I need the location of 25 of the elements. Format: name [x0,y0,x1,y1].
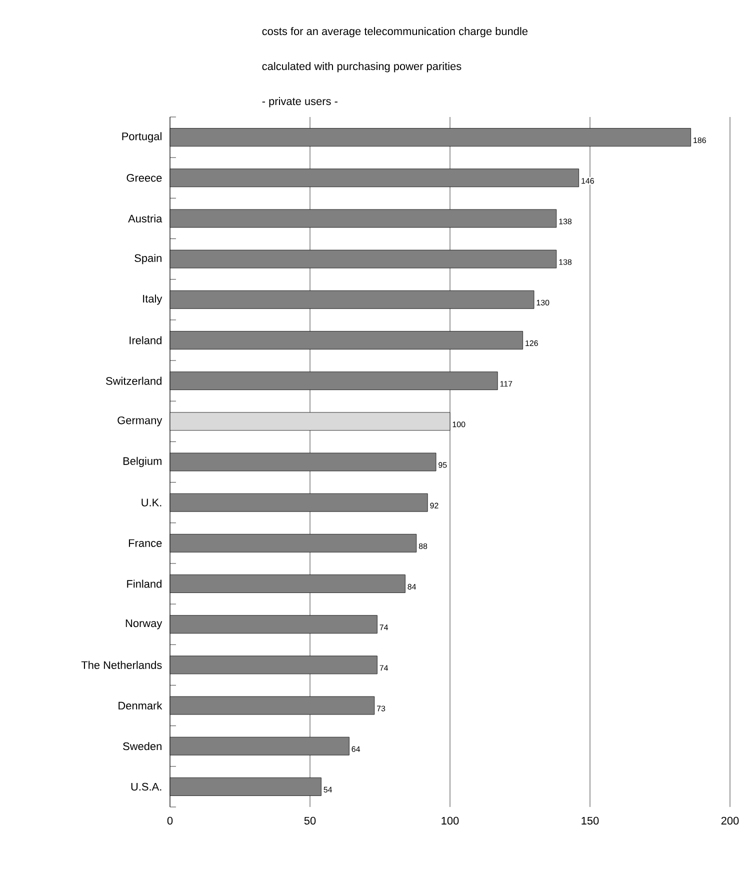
x-tick-label: 50 [304,816,316,825]
x-tick-label: 150 [582,816,599,825]
y-tick-label: Ireland [130,336,162,344]
chart-title: costs for an average telecommunication charge bundle [262,27,528,38]
y-tick-label: U.K. [142,498,162,506]
x-tick-label: 200 [721,816,739,825]
y-tick-label: Portugal [122,132,162,142]
y-tick-label: Germany [118,416,162,426]
y-tick-label: Greece [126,174,162,182]
y-tick-label: The Netherlands [81,660,162,669]
y-tick-label: Norway [126,619,162,630]
y-tick-label: Switzerland [106,376,162,385]
y-tick-label: France [128,539,162,547]
y-tick-label: Denmark [118,702,162,710]
x-tick-label: 100 [442,816,459,825]
y-tick-label: Italy [143,294,162,305]
text: - private users - [262,97,338,108]
y-tick-label: Spain [134,254,162,264]
y-tick-label: Austria [128,214,162,222]
y-tick-label: U.S.A. [131,782,162,791]
y-tick-label: Sweden [123,742,162,750]
y-tick-label: Finland [127,580,162,588]
chart-subtitle: calculated with purchasing power parities [262,62,462,72]
y-tick-label: Belgium [123,456,162,468]
x-tick-label: 0 [167,816,173,825]
